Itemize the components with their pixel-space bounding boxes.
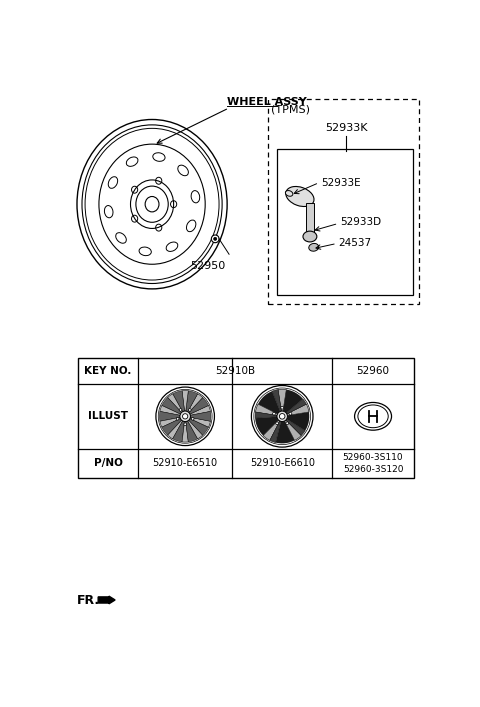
Text: ILLUST: ILLUST	[88, 411, 128, 421]
Polygon shape	[162, 419, 181, 435]
Polygon shape	[190, 417, 210, 427]
Text: 52910-E6610: 52910-E6610	[250, 458, 315, 468]
Polygon shape	[270, 421, 281, 443]
Polygon shape	[189, 419, 208, 435]
Polygon shape	[186, 391, 198, 411]
Polygon shape	[159, 411, 180, 421]
Polygon shape	[263, 420, 280, 440]
Polygon shape	[287, 412, 309, 431]
Bar	[267, 99, 419, 304]
Circle shape	[192, 417, 194, 420]
Circle shape	[281, 407, 284, 409]
Text: 52910-E6510: 52910-E6510	[153, 458, 218, 468]
Circle shape	[184, 423, 187, 426]
Polygon shape	[173, 421, 184, 442]
Text: 52933E: 52933E	[321, 177, 360, 187]
Circle shape	[180, 411, 191, 421]
Polygon shape	[189, 397, 208, 414]
Bar	[277, 148, 413, 295]
Polygon shape	[255, 404, 277, 416]
Text: 52960-3S110
52960-3S120: 52960-3S110 52960-3S120	[343, 452, 403, 474]
Circle shape	[179, 409, 182, 411]
Circle shape	[176, 417, 179, 420]
Text: (TPMS): (TPMS)	[271, 105, 310, 115]
Polygon shape	[278, 390, 287, 411]
Text: P/NO: P/NO	[94, 458, 122, 468]
Polygon shape	[286, 419, 305, 436]
Polygon shape	[186, 421, 198, 442]
Polygon shape	[306, 203, 314, 233]
Ellipse shape	[286, 187, 314, 206]
Polygon shape	[283, 390, 303, 413]
Polygon shape	[173, 391, 184, 411]
Circle shape	[286, 422, 288, 425]
Circle shape	[182, 414, 188, 419]
Circle shape	[279, 414, 285, 419]
Circle shape	[289, 412, 292, 415]
Polygon shape	[182, 390, 188, 411]
Text: 52950: 52950	[190, 261, 225, 271]
Polygon shape	[287, 404, 309, 416]
Polygon shape	[162, 397, 181, 414]
Polygon shape	[188, 420, 203, 439]
Text: FR.: FR.	[77, 595, 100, 607]
Polygon shape	[276, 421, 295, 443]
Ellipse shape	[286, 191, 293, 197]
Text: 52960: 52960	[357, 366, 390, 375]
Polygon shape	[160, 417, 180, 427]
Text: 52933K: 52933K	[325, 123, 368, 133]
Polygon shape	[286, 399, 306, 414]
Polygon shape	[168, 394, 182, 412]
Text: 52933D: 52933D	[340, 217, 381, 227]
Polygon shape	[285, 420, 301, 440]
Polygon shape	[182, 421, 188, 442]
FancyArrow shape	[98, 596, 115, 604]
Text: KEY NO.: KEY NO.	[84, 366, 132, 375]
Ellipse shape	[309, 243, 319, 251]
Bar	[78, 358, 414, 477]
Circle shape	[273, 412, 276, 415]
Polygon shape	[160, 405, 180, 415]
Polygon shape	[272, 390, 281, 411]
Polygon shape	[188, 394, 203, 412]
Circle shape	[276, 422, 278, 425]
Text: 24537: 24537	[338, 238, 372, 248]
Polygon shape	[255, 416, 278, 436]
Polygon shape	[255, 412, 277, 419]
Polygon shape	[168, 420, 182, 439]
Circle shape	[189, 409, 191, 411]
Polygon shape	[191, 411, 211, 421]
Text: 52910B: 52910B	[215, 366, 255, 375]
Polygon shape	[258, 391, 280, 414]
Polygon shape	[190, 405, 210, 415]
Circle shape	[211, 235, 219, 243]
Text: WHEEL ASSY: WHEEL ASSY	[227, 97, 307, 107]
Circle shape	[277, 411, 288, 421]
Circle shape	[214, 238, 217, 240]
Ellipse shape	[303, 231, 317, 242]
